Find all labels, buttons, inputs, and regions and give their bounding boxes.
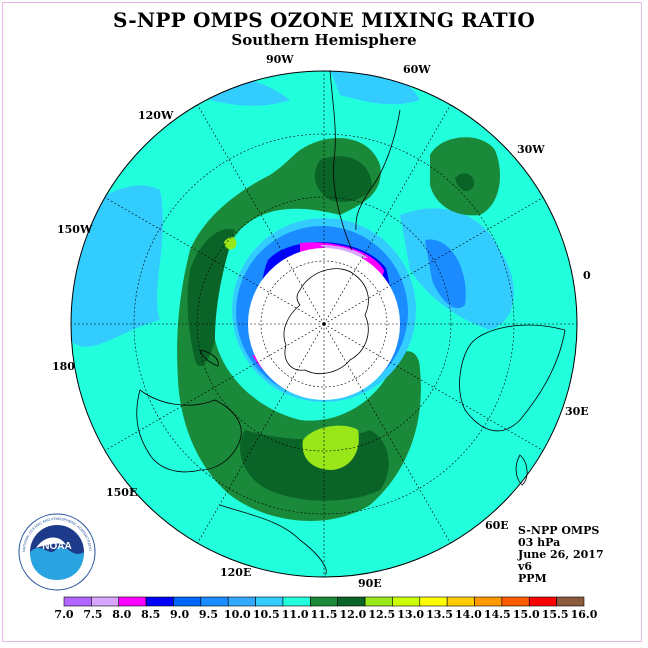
- colorbar-label: 9.5: [199, 608, 218, 621]
- field-region-lime: [302, 425, 359, 470]
- lon-label-90e: 90E: [358, 577, 382, 590]
- colorbar-label: 9.0: [170, 608, 189, 621]
- colorbar-box: [63, 596, 92, 607]
- field-region-light-blue: [330, 71, 420, 105]
- info-date: June 26, 2017: [518, 548, 604, 561]
- globe-outline: [70, 70, 578, 578]
- colorbar-label: 11.0: [282, 608, 309, 621]
- antarctica-coastline: [283, 268, 369, 374]
- info-instrument: S-NPP OMPS: [518, 524, 600, 537]
- colorbar-box: [364, 596, 393, 607]
- lon-label-60w: 60W: [403, 63, 431, 76]
- lon-label-120e: 120E: [220, 566, 251, 579]
- latitude-circle: [196, 196, 452, 452]
- lon-label-180: 180: [52, 360, 75, 373]
- field-region-green-ring: [177, 138, 421, 522]
- info-units: PPM: [518, 572, 547, 585]
- colorbar-box: [392, 596, 421, 607]
- colorbar-box: [91, 596, 120, 607]
- colorbar-label: 12.0: [339, 608, 366, 621]
- lon-label-0: 0: [583, 269, 591, 282]
- colorbar-label: 7.5: [83, 608, 102, 621]
- colorbar-box: [556, 596, 585, 607]
- colorbar-box: [310, 596, 338, 607]
- colorbar-label: 16.0: [571, 608, 598, 621]
- colorbar-label: 15.0: [513, 608, 540, 621]
- latitude-circle: [260, 260, 388, 388]
- field-region-dark-green: [314, 156, 372, 202]
- new-zealand-coastline: [199, 349, 219, 367]
- colorbar-box: [419, 596, 448, 607]
- colorbar-label: 13.5: [426, 608, 453, 621]
- colorbar-label: 11.5: [311, 608, 338, 621]
- colorbar-box: [227, 596, 256, 607]
- figure-title: S-NPP OMPS OZONE MIXING RATIO: [113, 8, 535, 32]
- colorbar-box: [118, 596, 147, 607]
- figure-border: [2, 2, 642, 642]
- field-region-mid-blue: [425, 239, 466, 309]
- logo-text: NOAA: [42, 541, 71, 552]
- madagascar-coastline: [515, 454, 528, 486]
- south-america-east-coastline: [355, 109, 401, 231]
- info-level: 03 hPa: [518, 536, 561, 549]
- colorbar-label: 7.0: [54, 608, 73, 621]
- lon-label-150w: 150W: [57, 223, 93, 236]
- field-region-dark-green: [187, 229, 235, 367]
- lon-label-30e: 30E: [565, 405, 589, 418]
- colorbar-box: [173, 596, 202, 607]
- colorbar-box: [200, 596, 229, 607]
- colorbar-box: [145, 596, 174, 607]
- australia-coastline: [136, 389, 242, 473]
- logo-sea: [30, 546, 84, 580]
- field-region-dark-green: [455, 173, 475, 192]
- colorbar-labels: 7.0 7.5 8.0 8.5 9.0 9.5 10.0 10.5 11.0 11.5 12.0 12…: [54, 608, 597, 621]
- colorbar-label: 10.5: [253, 608, 280, 621]
- colorbar-box: [446, 596, 475, 607]
- logo-bird: [36, 537, 66, 548]
- colorbar-label: 8.0: [112, 608, 131, 621]
- lon-label-30w: 30W: [517, 143, 545, 156]
- colorbar-label: 13.0: [397, 608, 424, 621]
- south-america-coastline: [329, 69, 353, 251]
- colorbar-box: [337, 596, 366, 607]
- colorbar-boxes: [63, 596, 585, 607]
- colorbar-label: 15.5: [542, 608, 569, 621]
- colorbar-box: [255, 596, 284, 607]
- lon-label-150e: 150E: [106, 486, 137, 499]
- colorbar-box: [282, 596, 311, 607]
- info-version: v6: [518, 560, 533, 573]
- lon-label-120w: 120W: [138, 109, 174, 122]
- field-region-lime: [224, 237, 237, 250]
- south-pole-marker: [322, 322, 326, 326]
- graticule: [71, 71, 577, 577]
- maritime-continent-coastline: [219, 504, 327, 576]
- africa-coastline: [459, 324, 566, 432]
- colorbar-label: 14.0: [455, 608, 482, 621]
- colorbar-label: 12.5: [368, 608, 395, 621]
- colorbar-label: 8.5: [141, 608, 160, 621]
- lon-label-60e: 60E: [485, 519, 509, 532]
- colorbar-box: [501, 596, 530, 607]
- colorbar-label: 14.5: [484, 608, 511, 621]
- coastlines: [136, 69, 566, 576]
- colorbar-box: [528, 596, 557, 607]
- figure-subtitle: Southern Hemisphere: [231, 31, 417, 49]
- colorbar-box: [474, 596, 503, 607]
- lon-label-90w: 90W: [266, 53, 294, 66]
- colorbar-label: 10.0: [224, 608, 251, 621]
